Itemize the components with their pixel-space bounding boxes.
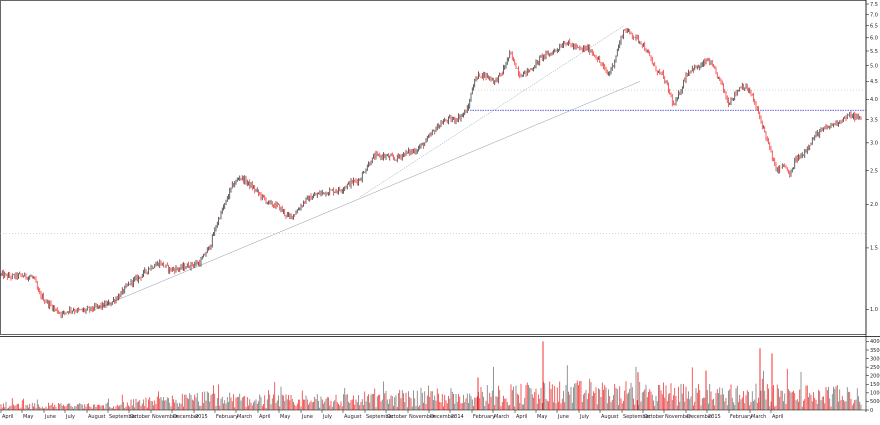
x-tick-label: November xyxy=(665,414,692,420)
price-pane: 7.5 7.0 6.5 6.0 5.5 5.0 4.5 4.0 3.5 3.0 2.5 2.0 1.5 1… xyxy=(0,0,880,412)
x-tick-label: March xyxy=(494,414,509,420)
x-tick-label: February xyxy=(216,414,238,420)
x-tick-label: 2015 xyxy=(708,414,721,420)
x-tick-label: December xyxy=(173,414,200,420)
x-tick-label: October xyxy=(387,414,408,420)
x-tick-label: November xyxy=(409,414,436,420)
x-tick-label: April xyxy=(259,414,270,420)
y-tick-label: 4.0 xyxy=(870,97,878,103)
y-tick-label: 7.0 xyxy=(870,12,878,18)
x-tick-label: March xyxy=(751,414,766,420)
x-tick-label: April xyxy=(516,414,527,420)
x-tick-label: February xyxy=(473,414,495,420)
trendline-long xyxy=(94,81,641,310)
volume-tick-label: 0 xyxy=(870,408,873,414)
candlestick-series xyxy=(0,27,862,319)
y-tick-label: 6.0 xyxy=(870,36,878,42)
x-tick-label: February xyxy=(730,414,752,420)
x-tick-label: October xyxy=(130,414,151,420)
y-tick-label: 3.5 xyxy=(870,117,878,123)
volume-series xyxy=(0,341,862,410)
x-tick-label: 2014 xyxy=(451,414,464,420)
x-tick-label: September xyxy=(623,414,652,420)
x-tick-label: August xyxy=(344,414,362,420)
y-tick-label: 6.5 xyxy=(870,23,878,29)
volume-tick-label: 40000 xyxy=(870,339,880,345)
x-tick-label: June xyxy=(301,414,313,420)
x-tick-label: June xyxy=(44,414,56,420)
x-tick-label: May xyxy=(280,414,290,420)
price-frame xyxy=(0,0,867,335)
x-tick-label: July xyxy=(579,414,589,420)
x-tick-label: 2015 xyxy=(195,414,208,420)
x-tick-label: April xyxy=(772,414,783,420)
y-tick-label: 2.0 xyxy=(870,202,878,208)
x-tick-label: September xyxy=(109,414,138,420)
y-tick-label: 1.5 xyxy=(870,246,878,252)
x-tick-label: September xyxy=(366,414,395,420)
y-tick-label: 5.5 xyxy=(870,49,878,55)
volume-tick-label: 15000 xyxy=(870,382,880,388)
x-tick-label: June xyxy=(557,414,569,420)
x-tick-label: May xyxy=(23,414,33,420)
y-tick-label: 5.0 xyxy=(870,63,878,69)
x-tick-label: October xyxy=(644,414,665,420)
x-tick-label: December xyxy=(687,414,714,420)
x-tick-label: August xyxy=(601,414,619,420)
volume-tick-label: 35000 xyxy=(870,348,880,354)
x-tick-label: May xyxy=(537,414,547,420)
y-tick-label: 1.0 xyxy=(870,307,878,313)
x-tick-label: April xyxy=(2,414,13,420)
volume-tick-label: 20000 xyxy=(870,374,880,380)
x-tick-label: August xyxy=(88,414,106,420)
y-tick-label: 3.0 xyxy=(870,141,878,147)
x-tick-label: March xyxy=(237,414,252,420)
y-tick-label: 7.5 xyxy=(870,2,878,8)
y-tick-label: 4.5 xyxy=(870,79,878,85)
volume-tick-label: 30000 xyxy=(870,356,880,362)
x-tick-label: July xyxy=(322,414,332,420)
x-tick-label: July xyxy=(65,414,75,420)
x-tick-label: November xyxy=(152,414,179,420)
x-tick-label: December xyxy=(430,414,457,420)
volume-tick-label: 25000 xyxy=(870,365,880,371)
y-tick-label: 2.5 xyxy=(870,168,878,174)
volume-tick-label: 10000 xyxy=(870,391,880,397)
